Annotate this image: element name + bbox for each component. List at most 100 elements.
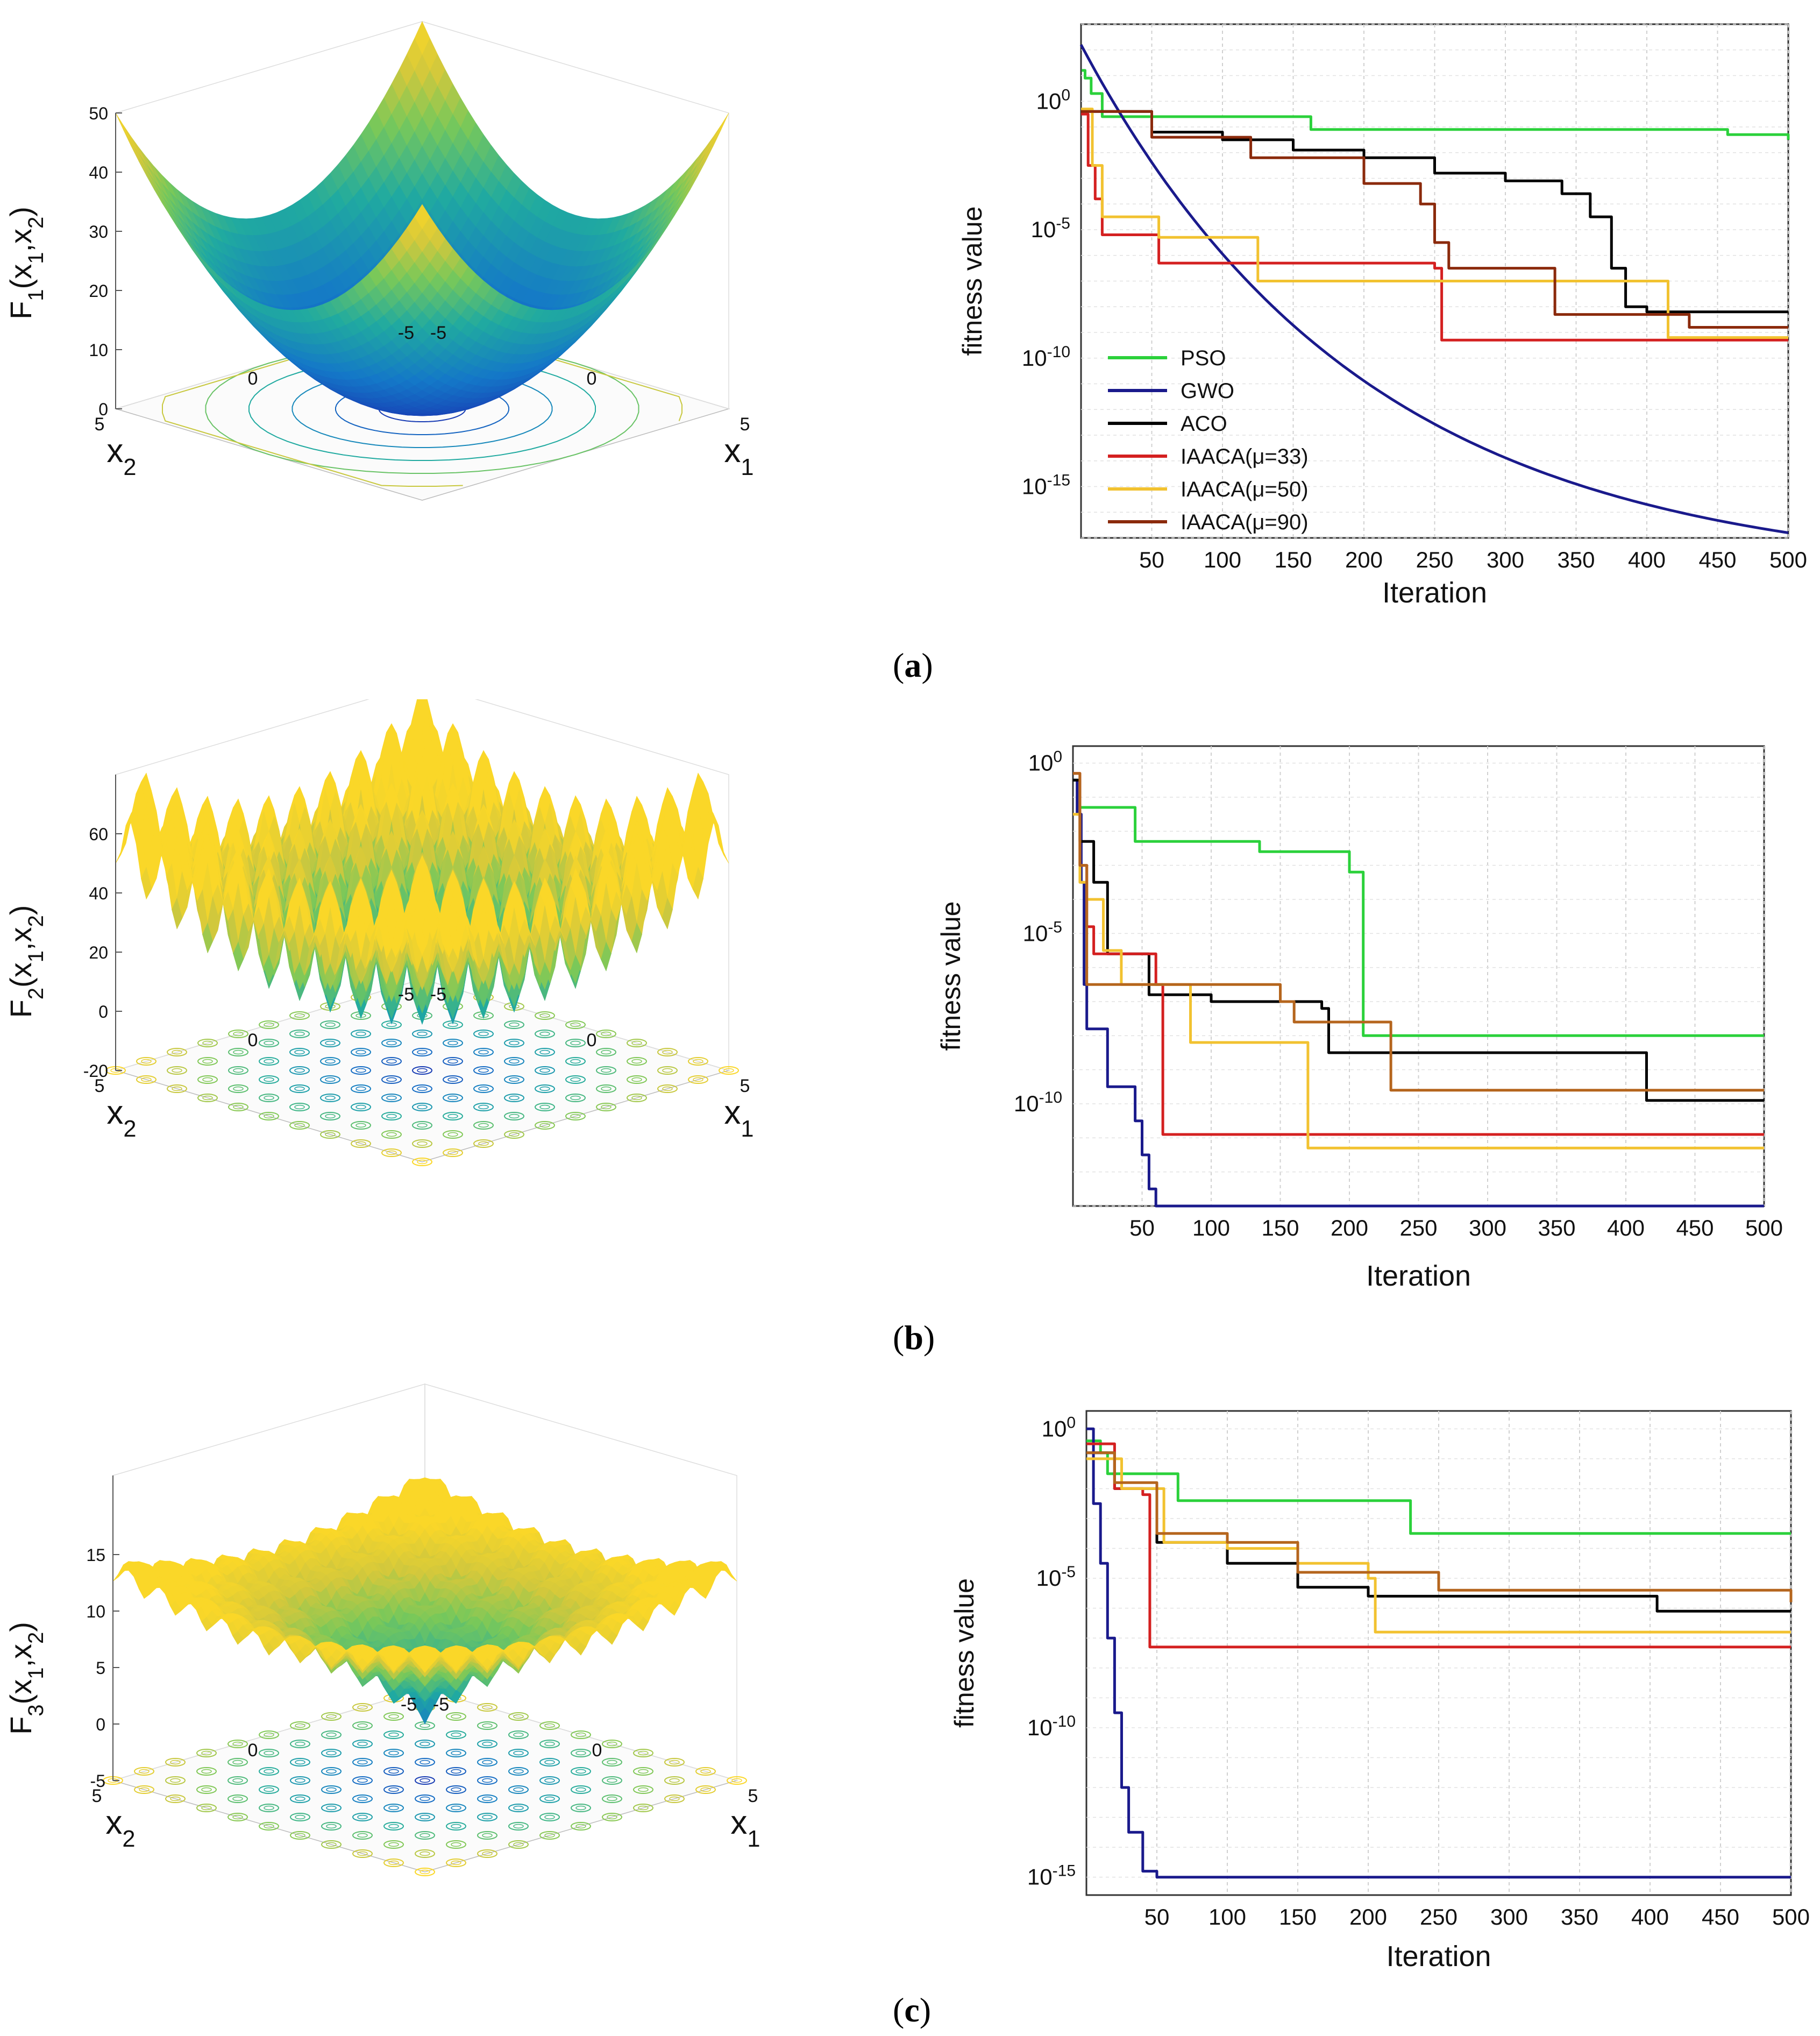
contour-line: [381, 1112, 402, 1120]
contour-line: [627, 1094, 647, 1102]
x2-tick-label: 5: [95, 414, 105, 435]
contour-line: [473, 1103, 494, 1111]
z-axis-label: F2(x1,x2): [4, 905, 48, 1018]
contour-line: [289, 1103, 310, 1111]
z-tick-label: 20: [89, 281, 108, 301]
contour-line: [417, 1159, 428, 1165]
contour-line: [731, 1778, 742, 1783]
convergence-chart-b: 50 100 150 200 250 300 350 400 450 500 100 10-5 10-1…: [925, 732, 1820, 1339]
contour-line: [669, 1796, 680, 1801]
x2-tick-label: 5: [95, 1076, 105, 1096]
legend-label: IAACA(μ=50): [1181, 478, 1309, 501]
contour-line: [165, 1776, 186, 1785]
contour-line: [504, 1057, 524, 1066]
contour-line: [504, 1094, 524, 1102]
contour-line: [638, 1750, 649, 1756]
contour-line: [357, 1814, 368, 1820]
contour-line: [357, 1705, 368, 1710]
contour-line: [513, 1824, 524, 1829]
contour-line: [381, 1130, 402, 1139]
contour-line: [446, 1785, 466, 1794]
contour-line: [544, 1723, 555, 1728]
contour-line: [170, 1796, 181, 1801]
contour-line: [473, 1084, 494, 1093]
contour-line: [202, 1040, 213, 1046]
contour-line: [417, 1104, 428, 1110]
contour-line: [228, 1794, 248, 1803]
x1-tick-label: 0: [587, 1030, 597, 1051]
series-line-IAACA(μ=90): [1081, 110, 1788, 329]
contour-line: [633, 1767, 653, 1776]
contour-line: [504, 1130, 524, 1139]
contour-line: [688, 1075, 708, 1084]
contour-line: [539, 1049, 550, 1055]
contour-line: [571, 1822, 591, 1831]
contour-line: [443, 1148, 463, 1157]
legend-label: IAACA(μ=33): [1181, 445, 1309, 469]
contour-line: [513, 1805, 524, 1811]
contour-line: [388, 1824, 399, 1829]
contour-line: [539, 1123, 550, 1128]
contour-line: [232, 1760, 243, 1765]
contour-line: [504, 1075, 524, 1084]
contour-line: [321, 1749, 342, 1757]
contour-line: [508, 1767, 529, 1776]
z-tick-label: 15: [86, 1545, 105, 1565]
contour-line: [669, 1778, 680, 1783]
contour-line: [607, 1778, 617, 1783]
contour-line: [565, 1094, 586, 1102]
contour-line: [386, 1095, 397, 1101]
x-tick-label: 150: [1274, 547, 1312, 572]
series-line-GWO: [1073, 778, 1764, 1208]
legend-label: IAACA(μ=90): [1181, 510, 1309, 534]
series-line-GWO: [1079, 44, 1789, 534]
x2-tick-label: -5: [398, 323, 414, 343]
contour-line: [351, 1048, 371, 1056]
contour-line: [478, 1123, 489, 1128]
contour-line: [294, 1086, 305, 1091]
contour-line: [196, 1804, 217, 1812]
contour-line: [412, 1066, 432, 1075]
contour-line: [446, 1712, 466, 1721]
y-tick-label: 10-10: [1027, 1712, 1076, 1740]
contour-line: [388, 1750, 399, 1756]
contour-line: [420, 1869, 430, 1875]
contour-line: [420, 1741, 430, 1747]
contour-line: [443, 1094, 463, 1102]
contour-line: [571, 1749, 591, 1757]
contour-line: [383, 1785, 404, 1794]
y-tick-label: 100: [1042, 1414, 1076, 1442]
convergence-chart-c: 50 100 150 200 250 300 350 400 450 500 100 10-5 10-1…: [947, 1388, 1820, 1996]
contour-line: [509, 1022, 520, 1027]
contour-line: [504, 1020, 524, 1029]
contour-line: [638, 1805, 649, 1811]
contour-line: [601, 1049, 612, 1055]
x-tick-label: 500: [1745, 1215, 1783, 1240]
surface-mesh: [112, 1477, 737, 1725]
contour-line: [420, 1833, 430, 1838]
x-tick-label: 200: [1331, 1215, 1368, 1240]
legend-label: GWO: [1181, 379, 1234, 403]
series-line-IAACA(μ=33): [1086, 1442, 1791, 1649]
contour-line: [383, 1712, 404, 1721]
contour-line: [482, 1723, 493, 1728]
contour-line: [233, 1104, 244, 1110]
contour-line: [415, 1868, 435, 1876]
x1-axis-label: x1: [724, 432, 753, 480]
contour-line: [290, 1721, 310, 1730]
contour-line: [602, 1813, 622, 1821]
contour-line: [228, 1103, 248, 1111]
contour-line: [633, 1804, 653, 1812]
contour-line: [205, 343, 639, 474]
x-tick-label: 250: [1399, 1215, 1437, 1240]
contour-line: [351, 1030, 371, 1038]
contour-line: [289, 1048, 310, 1056]
contour-line: [575, 1750, 586, 1756]
series-line-IAACA(μ=50): [1081, 108, 1788, 339]
contour-line: [232, 1796, 243, 1801]
z-tick-label: 0: [96, 1715, 105, 1734]
x-tick-label: 200: [1345, 547, 1383, 572]
contour-line: [264, 1750, 274, 1756]
contour-line: [233, 1049, 244, 1055]
series-line-IAACA(μ=90): [1086, 1451, 1793, 1602]
